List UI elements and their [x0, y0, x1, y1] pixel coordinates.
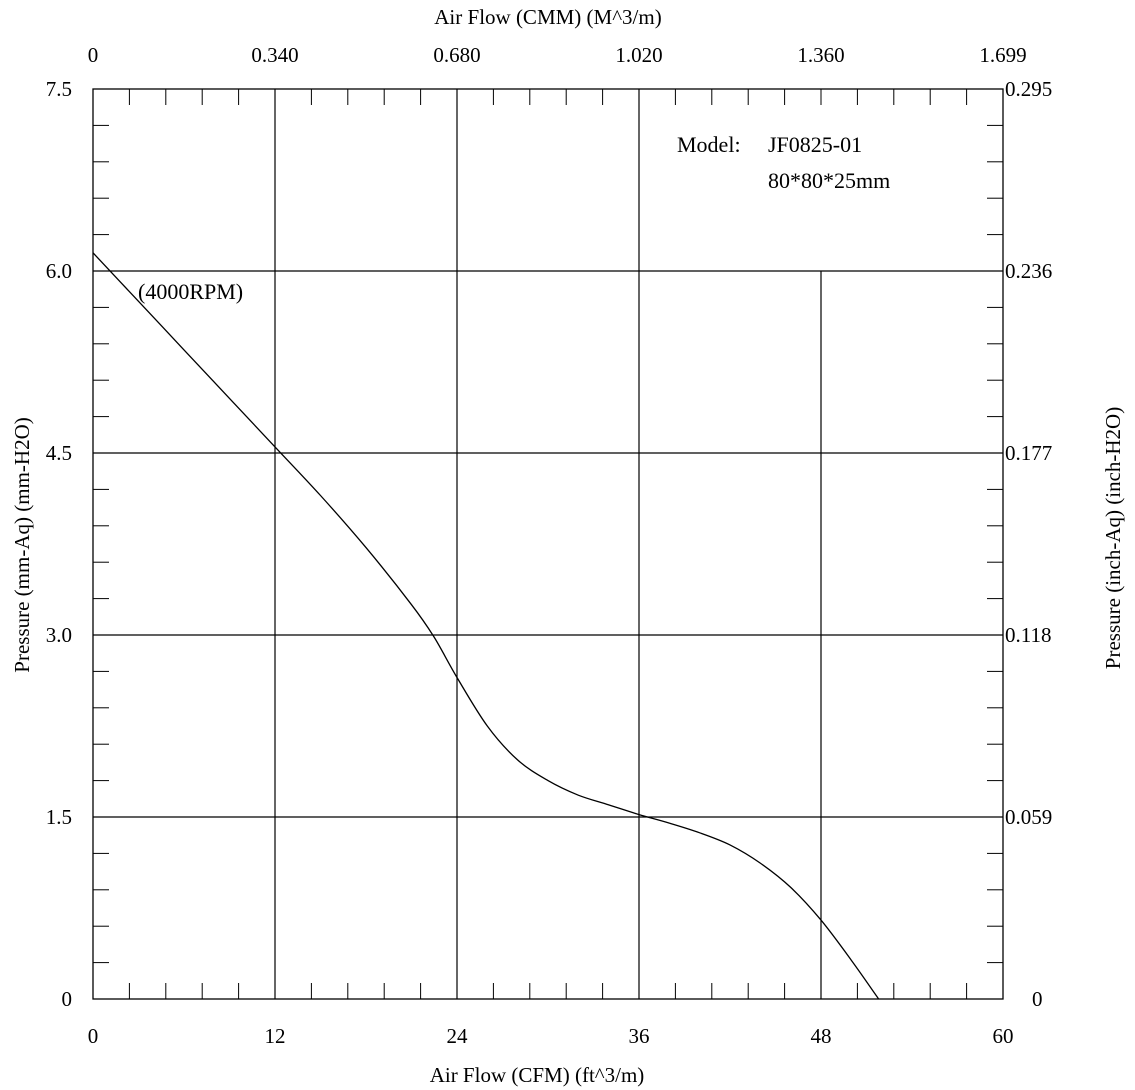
y-right-tick-label: 0: [1032, 987, 1043, 1011]
model-value: JF0825-01: [768, 132, 862, 157]
y-left-axis-title: Pressure (mm-Aq) (mm-H2O): [10, 417, 34, 672]
y-right-tick-label: 0.118: [1005, 623, 1051, 647]
y-left-tick-label: 7.5: [46, 77, 72, 101]
curve-group: [92, 252, 880, 1000]
y-right-tick-label: 0.236: [1005, 259, 1052, 283]
model-label: Model:: [677, 132, 741, 157]
y-right-tick-label: 0.059: [1005, 805, 1052, 829]
x-top-tick-label: 0.680: [433, 43, 480, 67]
y-right-tick-label: 0.177: [1005, 441, 1052, 465]
x-top-tick-label: 0.340: [251, 43, 298, 67]
fan-size: 80*80*25mm: [768, 168, 890, 193]
minor-ticks: [93, 89, 1003, 999]
x-bottom-tick-label: 0: [88, 1024, 99, 1048]
pq-curve: [92, 252, 880, 1000]
x-bottom-tick-label: 48: [811, 1024, 832, 1048]
y-right-axis-title: Pressure (inch-Aq) (inch-H2O): [1101, 407, 1125, 669]
x-bottom-axis-title: Air Flow (CFM) (ft^3/m): [430, 1063, 645, 1087]
x-bottom-tick-label: 60: [993, 1024, 1014, 1048]
y-right-tick-label: 0.295: [1005, 77, 1052, 101]
x-bottom-tick-label: 36: [629, 1024, 650, 1048]
tick-labels: 0 12 24 36 48 60 0 0.340 0.680 1.020 1.360 1.699 0 1.…: [46, 43, 1053, 1048]
plot-frame: [92, 88, 1004, 1000]
y-left-tick-label: 1.5: [46, 805, 72, 829]
x-bottom-tick-label: 24: [447, 1024, 469, 1048]
x-top-tick-label: 1.699: [979, 43, 1026, 67]
y-left-tick-label: 3.0: [46, 623, 72, 647]
y-left-tick-label: 0: [62, 987, 73, 1011]
y-left-tick-label: 4.5: [46, 441, 72, 465]
x-top-tick-label: 0: [88, 43, 99, 67]
rpm-label: (4000RPM): [138, 279, 243, 304]
x-top-tick-label: 1.020: [615, 43, 662, 67]
x-top-tick-label: 1.360: [797, 43, 844, 67]
x-top-axis-title: Air Flow (CMM) (M^3/m): [434, 5, 661, 29]
y-left-tick-label: 6.0: [46, 259, 72, 283]
x-bottom-tick-label: 12: [265, 1024, 286, 1048]
grid-lines: [93, 89, 1003, 999]
